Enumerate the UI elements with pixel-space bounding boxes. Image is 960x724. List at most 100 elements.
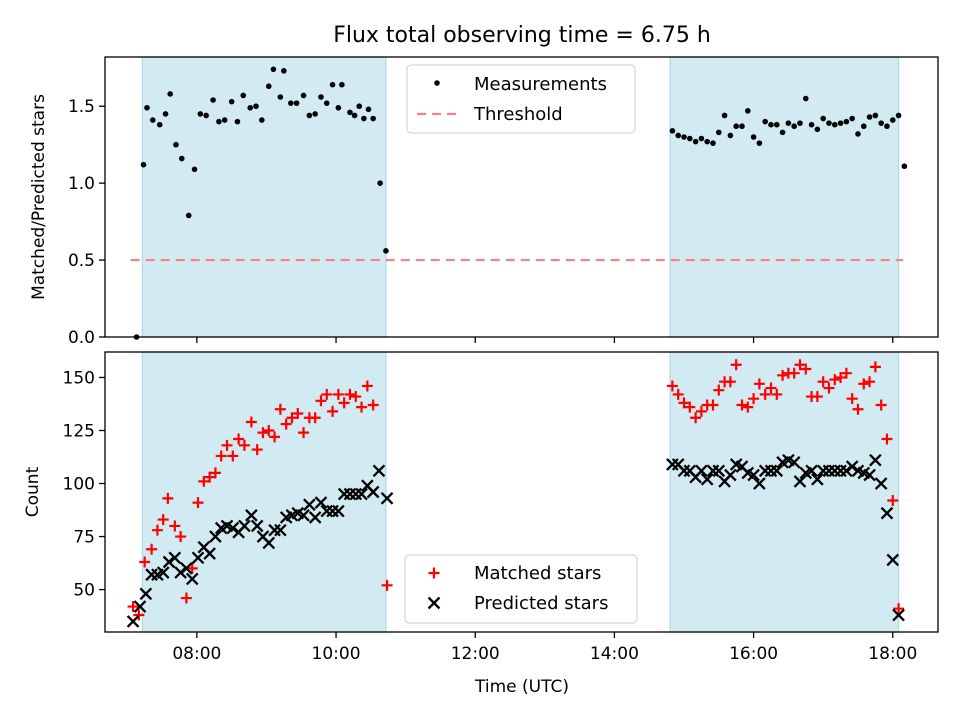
predicted-star-point [892,608,905,622]
matched-star-point [356,401,368,413]
x-tick-label: 16:00 [729,644,778,664]
matched-star-point [350,391,362,403]
matched-star-point [238,439,250,451]
measurement-point [884,123,890,130]
matched-star-point [133,609,145,621]
top-y-axis-label: Matched/Predicted stars [29,94,49,300]
matched-star-point [788,367,800,379]
matched-star-point [730,359,742,371]
predicted-star-point [274,523,287,537]
measurement-point [370,115,376,122]
matched-star-point [180,592,192,604]
matched-star-point [367,399,379,411]
measurement-point [669,128,676,134]
legend-matched-plus [428,567,440,579]
measurement-point [318,94,324,100]
matched-star-point [835,371,847,383]
bottom-y-axis-label: Count [23,466,43,517]
matched-star-point [724,376,736,388]
matched-star-point [666,380,678,392]
measurement-point [733,123,739,130]
predicted-star-point [314,496,328,509]
measurement-point [162,111,169,117]
matched-star-point [771,388,783,400]
measurement-point [167,91,173,97]
measurement-point [849,115,855,122]
measurement-point [197,111,204,117]
matched-star-point [215,450,227,462]
measurement-point [686,135,693,142]
matched-star-point [321,388,333,400]
measurement-point [721,112,728,119]
matched-star-point [274,403,286,415]
legend-predicted-label: Predicted stars [474,593,608,614]
matched-star-point [684,401,696,413]
predicted-star-point [139,587,153,601]
predicted-star-point [203,547,216,560]
matched-stars-points [127,359,905,621]
measurement-point [762,118,768,125]
measurement-point [221,117,228,123]
measurement-point [878,120,884,126]
matched-star-point [186,562,198,574]
matched-star-point [298,427,310,439]
predicted-star-point [863,468,876,482]
chart-title: Flux total observing time = 6.75 h [333,23,711,48]
measurement-point [756,140,763,146]
measurement-point [715,129,722,136]
measurement-point [270,66,277,73]
matched-star-point [151,524,163,536]
measurement-point [750,134,757,140]
matched-star-point [309,412,321,424]
y-tick-label: 0.5 [68,251,95,271]
predicted-star-point [156,566,170,579]
matched-star-point [204,471,216,483]
measurement-point [281,68,287,74]
predicted-star-point [874,477,888,490]
matched-star-point [858,378,870,390]
matched-star-point [817,376,829,388]
matched-star-point [840,367,852,379]
matched-star-point [227,450,239,462]
predicted-star-point [380,492,394,505]
y-tick-label: 50 [73,581,95,601]
predicted-star-point [753,477,766,490]
measurement-point [791,123,797,130]
shaded-interval-2 [669,351,900,633]
matched-star-point [263,424,275,436]
matched-star-point [713,384,725,396]
predicted-star-point [366,485,380,499]
x-tick-label: 08:00 [172,644,221,664]
legend-matched-label: Matched stars [474,563,601,584]
measurement-point [216,118,222,125]
bottom-legend-box [404,554,638,624]
top-y-ticks: 0.0 0.5 1.0 1.5 [68,97,105,348]
y-tick-label: 100 [63,475,95,495]
measurement-point [681,134,687,140]
predicted-star-point [308,511,322,524]
top-panel: 0.0 0.5 1.0 1.5 Matched/Predicted stars Mea… [29,56,939,348]
measurement-point [831,121,838,128]
measurement-point [710,140,716,146]
matched-star-point [221,439,233,451]
measurement-point [323,100,330,106]
measurement-points [133,66,908,340]
measurement-point [860,123,867,130]
measurement-point [329,81,336,88]
predicted-star-point [770,464,784,478]
measurement-point [247,104,254,111]
matched-star-point [344,388,356,400]
measurement-point [335,104,342,111]
measurement-point [768,121,774,128]
matched-star-point [139,556,151,568]
bottom-legend: Matched stars Predicted stars [404,554,638,624]
predicted-star-point [191,551,205,565]
measurement-point [140,161,147,168]
predicted-star-point [332,504,345,518]
matched-star-point [893,603,905,615]
measurement-point [173,141,179,148]
predicted-star-point [303,498,316,512]
legend-measurements-marker [434,80,440,86]
measurement-point [265,83,272,90]
